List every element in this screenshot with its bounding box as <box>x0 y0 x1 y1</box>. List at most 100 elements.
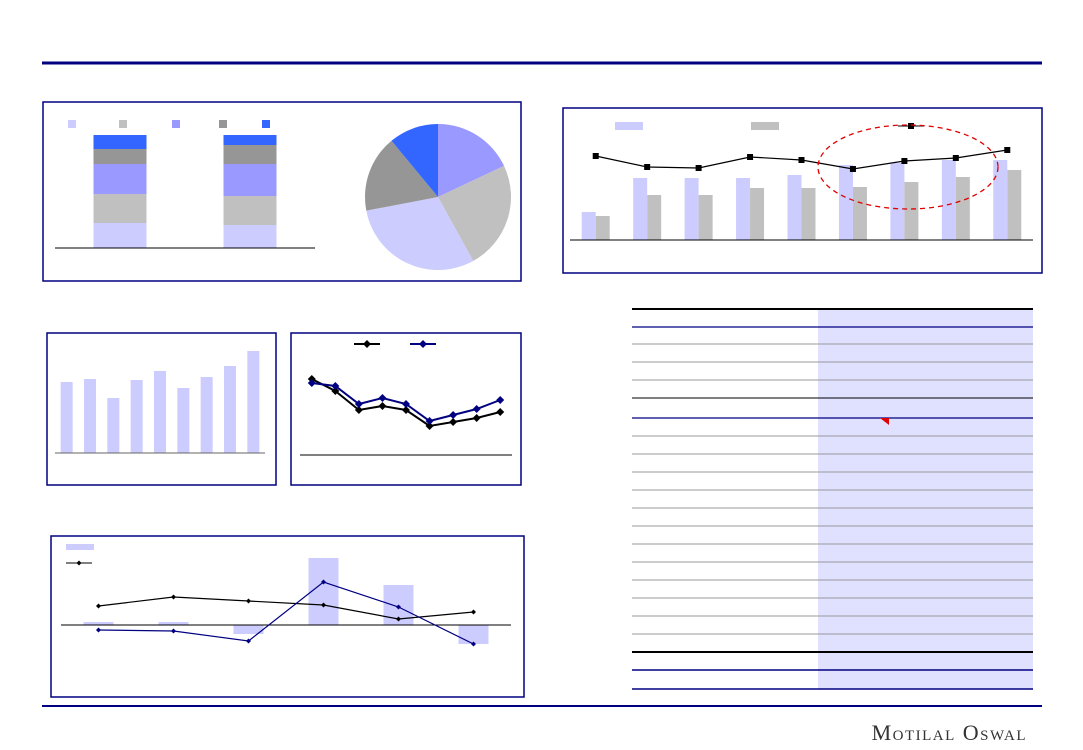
table-flag <box>880 418 889 425</box>
marker <box>592 153 599 159</box>
pie-slice <box>438 165 512 261</box>
pie-slice <box>438 124 505 197</box>
brand: Motilal Oswal <box>872 720 1027 745</box>
bar-segment <box>93 164 147 194</box>
marker <box>321 579 326 585</box>
marker <box>402 400 410 408</box>
marker <box>472 414 481 422</box>
legend-swatch <box>68 120 76 128</box>
table-shade <box>818 309 1033 689</box>
marker <box>96 627 101 633</box>
legend-swatch <box>615 122 643 130</box>
bar <box>308 558 339 625</box>
bar-segment <box>93 194 147 223</box>
highlight-ellipse <box>817 124 999 210</box>
panel <box>562 107 1043 274</box>
panel <box>290 332 522 486</box>
marker <box>331 387 340 395</box>
bar <box>633 178 648 240</box>
bar-segment <box>223 196 277 225</box>
marker <box>952 155 959 161</box>
bar <box>200 377 213 453</box>
marker <box>1004 147 1011 153</box>
bar-segment <box>93 149 147 164</box>
marker <box>307 379 316 387</box>
bar <box>993 160 1008 240</box>
bar <box>154 371 166 453</box>
marker <box>321 602 326 608</box>
marker <box>96 603 101 609</box>
bar-segment <box>223 164 277 196</box>
bar <box>581 212 596 240</box>
bar <box>233 625 264 634</box>
bar <box>890 163 905 240</box>
marker <box>472 405 481 413</box>
bar <box>787 175 802 240</box>
line <box>98 596 474 620</box>
marker <box>363 340 371 348</box>
panel <box>42 101 522 282</box>
bar <box>684 178 699 240</box>
pie-slice <box>365 140 438 211</box>
marker <box>496 408 505 416</box>
marker <box>747 154 754 160</box>
bar <box>130 380 143 453</box>
marker <box>331 382 340 390</box>
legend-swatch <box>751 122 779 130</box>
marker <box>849 166 856 172</box>
marker <box>76 560 82 566</box>
bar <box>158 622 189 625</box>
pie-slice <box>366 197 474 270</box>
bar <box>177 388 190 453</box>
legend-swatch <box>119 120 127 128</box>
marker <box>171 628 176 634</box>
line <box>98 581 474 645</box>
marker <box>449 418 458 426</box>
marker <box>798 157 805 163</box>
bar <box>84 379 96 453</box>
bar-segment <box>93 135 147 149</box>
bar <box>750 188 765 240</box>
bar <box>852 187 867 240</box>
marker <box>402 406 410 414</box>
panel <box>46 332 277 486</box>
marker <box>471 609 476 615</box>
bar <box>60 382 73 453</box>
bar <box>838 165 853 240</box>
bar <box>247 351 260 453</box>
marker <box>354 406 363 414</box>
legend-swatch <box>66 544 94 550</box>
bar <box>107 398 120 453</box>
marker <box>396 616 401 622</box>
marker <box>908 123 914 129</box>
bar <box>83 622 114 625</box>
bar <box>647 195 662 240</box>
panel <box>50 535 525 698</box>
bar <box>595 216 610 240</box>
legend-swatch <box>219 120 227 128</box>
legend-swatch <box>262 120 270 128</box>
legend-swatch <box>172 120 180 128</box>
bar <box>801 188 816 240</box>
table <box>632 308 1033 690</box>
marker <box>644 164 651 170</box>
bar <box>736 178 751 240</box>
bar-segment <box>93 223 147 248</box>
marker <box>246 638 251 644</box>
bar <box>955 177 970 240</box>
marker <box>496 396 505 404</box>
marker <box>246 598 251 604</box>
pie-slice <box>391 124 438 197</box>
marker <box>695 165 702 171</box>
bar <box>904 182 919 240</box>
marker <box>171 594 176 600</box>
marker <box>396 604 401 610</box>
bar-segment <box>223 145 277 164</box>
bar <box>941 160 956 240</box>
bar-segment <box>223 135 277 145</box>
bar <box>698 195 713 240</box>
bar <box>458 625 489 644</box>
marker <box>471 641 476 647</box>
marker <box>378 402 387 410</box>
